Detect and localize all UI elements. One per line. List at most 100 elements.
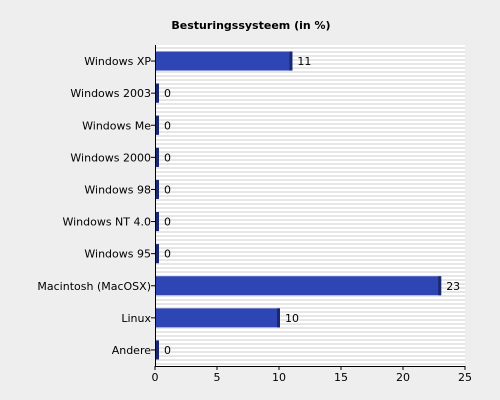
grid-stripe	[155, 111, 465, 113]
bar-edge	[156, 83, 159, 103]
bar-edge	[156, 244, 159, 264]
grid-stripe	[155, 303, 465, 305]
grid-stripe	[155, 95, 465, 97]
grid-stripe	[155, 355, 465, 357]
grid-stripe	[155, 203, 465, 205]
bar-edge	[156, 340, 159, 360]
grid-stripe	[155, 159, 465, 161]
grid-stripe	[155, 311, 465, 313]
value-label: 0	[164, 248, 171, 261]
grid-stripe	[155, 247, 465, 249]
grid-stripe	[155, 183, 465, 185]
grid-stripe	[155, 271, 465, 273]
grid-stripe	[155, 91, 465, 93]
grid-stripe	[155, 123, 465, 125]
grid-stripe	[155, 79, 465, 81]
value-label: 0	[164, 344, 171, 357]
grid-stripe	[155, 127, 465, 129]
grid-stripe	[155, 267, 465, 269]
grid-stripe	[155, 231, 465, 233]
grid-stripe	[155, 199, 465, 201]
grid-stripe	[155, 163, 465, 165]
grid-stripe	[155, 119, 465, 121]
grid-stripe	[155, 83, 465, 85]
category-label: Windows 95	[84, 248, 151, 261]
value-label: 0	[164, 119, 171, 132]
grid-stripe	[155, 59, 465, 61]
grid-stripe	[155, 87, 465, 89]
grid-stripe	[155, 63, 465, 65]
value-label: 0	[164, 87, 171, 100]
grid-stripe	[155, 343, 465, 345]
x-tick-label: 0	[152, 371, 159, 384]
chart-title: Besturingssysteem (in %)	[171, 19, 330, 32]
bar-edge	[438, 276, 442, 296]
grid-stripe	[155, 211, 465, 213]
grid-stripe	[155, 347, 465, 349]
grid-stripe	[155, 167, 465, 169]
grid-stripe	[155, 227, 465, 229]
grid-stripe	[155, 175, 465, 177]
grid-stripe	[155, 143, 465, 145]
value-label: 23	[446, 280, 460, 293]
x-tick-label: 25	[458, 371, 472, 384]
bar	[156, 51, 293, 71]
grid-stripe	[155, 275, 465, 277]
grid-stripe	[155, 147, 465, 149]
grid-stripe	[155, 99, 465, 101]
grid-stripe	[155, 331, 465, 333]
plot-area: 0 5 10 15 20 25 Windows XP 11 Windows 2003 0 Windo…	[37, 45, 472, 384]
grid-stripe	[155, 335, 465, 337]
grid-stripe	[155, 299, 465, 301]
grid-stripe	[155, 107, 465, 109]
grid-stripe	[155, 131, 465, 133]
x-tick-label: 20	[396, 371, 410, 384]
grid-stripe	[155, 67, 465, 69]
grid-stripe	[155, 295, 465, 297]
category-label: Linux	[121, 312, 151, 325]
category-label: Windows NT 4.0	[62, 216, 151, 229]
grid-stripe	[155, 351, 465, 353]
bar-edge	[156, 147, 159, 167]
grid-stripe	[155, 239, 465, 241]
grid-stripe	[155, 139, 465, 141]
category-label: Windows 2000	[70, 151, 151, 164]
value-label: 0	[164, 183, 171, 196]
value-label: 0	[164, 151, 171, 164]
grid-stripe	[155, 195, 465, 197]
category-label: Windows 98	[84, 183, 151, 196]
grid-stripe	[155, 363, 465, 365]
grid-stripe	[155, 187, 465, 189]
bar-edge	[156, 179, 159, 199]
grid-stripe	[155, 315, 465, 317]
grid-stripe	[155, 135, 465, 137]
grid-stripe	[155, 235, 465, 237]
x-tick-label: 10	[272, 371, 286, 384]
category-label: Andere	[112, 344, 152, 357]
grid-stripe	[155, 75, 465, 77]
grid-stripe	[155, 243, 465, 245]
grid-stripe	[155, 207, 465, 209]
grid-stripe	[155, 327, 465, 329]
grid-stripe	[155, 47, 465, 49]
bar-edge	[156, 115, 159, 135]
grid-stripe	[155, 115, 465, 117]
category-label: Windows XP	[84, 55, 151, 68]
grid-stripe	[155, 323, 465, 325]
category-label: Windows 2003	[70, 87, 151, 100]
grid-stripe	[155, 51, 465, 53]
grid-stripe	[155, 263, 465, 265]
grid-stripe	[155, 307, 465, 309]
bar	[156, 276, 442, 296]
bar	[156, 308, 280, 328]
bar-edge	[289, 51, 293, 71]
grid-stripe	[155, 171, 465, 173]
grid-stripe	[155, 255, 465, 257]
grid-stripe	[155, 219, 465, 221]
x-tick-label: 5	[214, 371, 221, 384]
grid-stripe	[155, 191, 465, 193]
grid-stripe	[155, 55, 465, 57]
value-label: 0	[164, 216, 171, 229]
grid-stripe	[155, 339, 465, 341]
